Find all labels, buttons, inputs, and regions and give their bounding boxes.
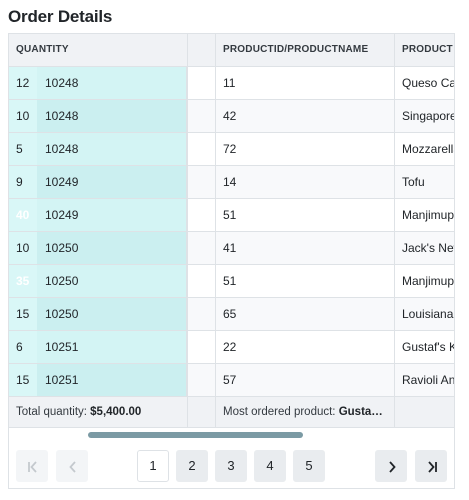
product-cell[interactable]: Mozzarella di Giovanni (402, 142, 455, 156)
table-row[interactable]: 40 10249 51 Manjimup Dried Apples (9, 199, 455, 232)
productid-cell[interactable]: 11 (223, 76, 236, 90)
order-id-value: 10248 (45, 109, 79, 123)
column-header-product[interactable]: PRODUCT (402, 44, 453, 55)
order-id-value: 10250 (45, 241, 79, 255)
quantity-value: 6 (16, 340, 23, 354)
table-row[interactable]: 35 10250 51 Manjimup Dried Apples (9, 265, 455, 298)
productid-cell[interactable]: 41 (223, 241, 237, 255)
productid-cell[interactable]: 65 (223, 307, 237, 321)
quantity-cell[interactable]: 9 10249 (9, 166, 187, 198)
page-button-3[interactable]: 3 (215, 450, 247, 482)
quantity-value: 15 (16, 373, 30, 387)
quantity-cell[interactable]: 12 10248 (9, 67, 187, 99)
last-page-icon (428, 461, 437, 473)
product-cell[interactable]: Tofu (402, 175, 425, 189)
product-cell[interactable]: Louisiana Fiery Hot Pepper Sauce (402, 307, 454, 321)
product-cell[interactable]: Singaporean Hokkien Fried Mee (402, 109, 454, 123)
table-row[interactable]: 10 10250 41 Jack's New England Clam Chowd… (9, 232, 454, 265)
productid-cell[interactable]: 51 (223, 274, 237, 288)
page-button-1[interactable]: 1 (137, 450, 169, 482)
column-divider[interactable] (215, 34, 216, 66)
quantity-cell[interactable]: 35 10250 (9, 265, 187, 297)
quantity-cell[interactable]: 5 10248 (9, 133, 187, 165)
productid-cell[interactable]: 14 (223, 175, 237, 189)
quantity-cell[interactable]: 10 10250 (9, 232, 187, 264)
order-id-value: 10249 (45, 175, 79, 189)
product-cell[interactable]: Manjimup Dried Apples (402, 274, 455, 288)
order-id-value: 10251 (45, 373, 79, 387)
order-id-value: 10250 (45, 307, 79, 321)
productid-cell[interactable]: 42 (223, 109, 237, 123)
table-row[interactable]: 15 10250 65 Louisiana Fiery Hot Pepper Sa… (9, 298, 454, 331)
grid-summary-footer: Total quantity: $5,400.00 Most ordered p… (9, 397, 454, 428)
quantity-value: 9 (16, 175, 23, 189)
last-page-button[interactable] (415, 450, 447, 482)
previous-page-icon (69, 461, 76, 473)
page-button-4[interactable]: 4 (254, 450, 286, 482)
quantity-cell[interactable]: 40 10249 (9, 199, 187, 231)
quantity-cell[interactable]: 10 10248 (9, 100, 187, 132)
quantity-value: 12 (16, 76, 30, 90)
order-id-value: 10248 (45, 142, 79, 156)
first-page-icon (28, 461, 37, 473)
column-header-productid[interactable]: PRODUCTID/PRODUCTNAME (223, 44, 369, 55)
page-button-5[interactable]: 5 (293, 450, 325, 482)
quantity-value: 15 (16, 307, 30, 321)
order-id-value: 10251 (45, 340, 79, 354)
productid-cell[interactable]: 51 (223, 208, 237, 222)
product-cell[interactable]: Manjimup Dried Apples (402, 208, 455, 222)
total-quantity-summary: Total quantity: $5,400.00 (16, 406, 142, 418)
product-cell[interactable]: Jack's New England Clam Chowder (402, 241, 454, 255)
quantity-value: 5 (16, 142, 23, 156)
table-row[interactable]: 15 10251 57 Ravioli Angelo (9, 364, 455, 397)
page-button-2[interactable]: 2 (176, 450, 208, 482)
order-id-value: 10249 (45, 208, 79, 222)
table-row[interactable]: 5 10248 72 Mozzarella di Giovanni (9, 133, 455, 166)
quantity-cell[interactable]: 15 10251 (9, 364, 187, 396)
horizontal-scrollbar[interactable] (9, 429, 454, 439)
table-row[interactable]: 10 10248 42 Singaporean Hokkien Fried Mee (9, 100, 454, 133)
order-id-value: 10250 (45, 274, 79, 288)
product-cell[interactable]: Gustaf's Knäckebröd (402, 340, 454, 354)
table-row[interactable]: 12 10248 11 Queso Cabrales (9, 67, 455, 100)
quantity-cell[interactable]: 6 10251 (9, 331, 187, 363)
quantity-value: 35 (16, 274, 30, 288)
column-header-quantity[interactable]: QUANTITY (16, 44, 69, 55)
product-cell[interactable]: Queso Cabrales (402, 76, 455, 90)
productid-cell[interactable]: 72 (223, 142, 237, 156)
pagination: 1 2 3 4 5 (9, 440, 454, 488)
first-page-button[interactable] (16, 450, 48, 482)
quantity-value: 10 (16, 109, 30, 123)
product-cell[interactable]: Ravioli Angelo (402, 373, 455, 387)
quantity-value: 10 (16, 241, 30, 255)
table-row[interactable]: 6 10251 22 Gustaf's Knäckebröd (9, 331, 454, 364)
next-page-button[interactable] (375, 450, 407, 482)
order-details-grid: QUANTITY PRODUCTID/PRODUCTNAME PRODUCT 1… (8, 33, 455, 489)
most-ordered-summary: Most ordered product: Gusta… (223, 406, 383, 418)
quantity-value: 40 (16, 208, 30, 222)
column-divider[interactable] (187, 34, 188, 66)
page-title: Order Details (8, 7, 113, 26)
table-row[interactable]: 9 10249 14 Tofu (9, 166, 454, 199)
order-id-value: 10248 (45, 76, 79, 90)
grid-header: QUANTITY PRODUCTID/PRODUCTNAME PRODUCT (9, 34, 454, 67)
scrollbar-thumb[interactable] (88, 432, 303, 438)
next-page-icon (389, 461, 396, 473)
productid-cell[interactable]: 22 (223, 340, 237, 354)
frozen-column-divider (187, 67, 188, 397)
column-divider[interactable] (394, 34, 395, 66)
quantity-cell[interactable]: 15 10250 (9, 298, 187, 330)
previous-page-button[interactable] (56, 450, 88, 482)
productid-cell[interactable]: 57 (223, 373, 237, 387)
